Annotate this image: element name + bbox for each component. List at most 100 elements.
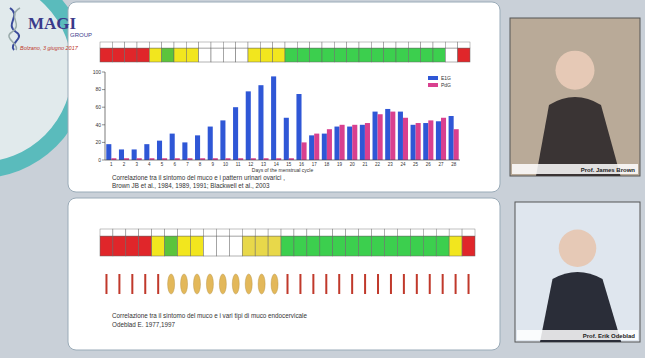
bar — [157, 141, 162, 160]
strip-cell — [255, 236, 268, 256]
x-tick-label: 22 — [375, 162, 381, 167]
strip-cell — [236, 48, 248, 62]
strip-cell — [397, 236, 410, 256]
strip-cell-top — [294, 229, 307, 236]
bar — [258, 85, 263, 160]
y-tick-label: 20 — [95, 139, 101, 145]
strip-cell-top — [281, 229, 294, 236]
y-tick-label: 0 — [98, 157, 101, 163]
bottom-panel — [68, 198, 500, 350]
bar — [373, 112, 378, 160]
strip-cell — [320, 236, 333, 256]
bar — [144, 144, 149, 160]
mucus-line — [287, 274, 289, 294]
strip-cell-top — [126, 229, 139, 236]
x-tick-label: 26 — [426, 162, 432, 167]
strip-cell-top — [211, 42, 223, 48]
strip-cell — [281, 236, 294, 256]
strip-cell — [165, 236, 178, 256]
strip-cell — [297, 48, 309, 62]
legend-label: E1G — [441, 75, 451, 81]
bar — [195, 135, 200, 160]
strip-cell-top — [137, 42, 149, 48]
bar — [309, 135, 314, 160]
strip-cell — [162, 48, 174, 62]
strip-cell — [408, 48, 420, 62]
strip-cell — [445, 48, 457, 62]
strip-cell-top — [359, 229, 372, 236]
bar — [360, 125, 365, 160]
y-tick-label: 100 — [93, 69, 102, 75]
photo-label-bg — [512, 164, 638, 174]
mucus-line — [131, 274, 133, 294]
y-tick — [102, 89, 105, 90]
mucus-line — [377, 274, 379, 294]
strip-cell-top — [384, 42, 396, 48]
mucus-line — [390, 274, 392, 294]
caption: Odeblad E. 1977,1997 — [112, 321, 176, 328]
strip-cell-top — [255, 229, 268, 236]
strip-cell-top — [397, 229, 410, 236]
strip-cell-top — [320, 229, 333, 236]
mucus-line — [338, 274, 340, 294]
mucus-line — [351, 274, 353, 294]
mucus-line — [299, 274, 301, 294]
strip-cell-top — [186, 42, 198, 48]
strip-cell-top — [297, 42, 309, 48]
photo-label-bg — [517, 330, 638, 340]
mucus-line — [105, 274, 107, 294]
strip-cell — [423, 236, 436, 256]
bar — [454, 129, 459, 160]
strip-cell-top — [359, 42, 371, 48]
bar — [340, 125, 345, 160]
strip-cell — [334, 48, 346, 62]
strip-cell-top — [174, 42, 186, 48]
strip-cell-top — [242, 229, 255, 236]
strip-cell-top — [462, 229, 475, 236]
strip-cell — [396, 48, 408, 62]
strip-cell — [211, 48, 223, 62]
strip-cell-top — [285, 42, 297, 48]
strip-cell-top — [346, 229, 359, 236]
strip-cell — [260, 48, 272, 62]
bar — [284, 118, 289, 160]
strip-cell — [113, 236, 126, 256]
strip-cell-top — [433, 42, 445, 48]
y-tick — [102, 107, 105, 108]
strip-cell-top — [334, 42, 346, 48]
strip-cell-top — [223, 42, 235, 48]
legend-swatch — [428, 76, 438, 80]
mucus-line — [157, 274, 159, 294]
logo-subtitle: GROUP — [70, 32, 92, 38]
mucus-blob — [245, 274, 252, 294]
strip-cell — [322, 48, 334, 62]
mucus-blob — [232, 274, 239, 294]
strip-cell-top — [436, 229, 449, 236]
bar — [449, 116, 454, 160]
strip-cell — [203, 236, 216, 256]
mucus-line — [118, 274, 120, 294]
bar — [170, 134, 175, 160]
strip-cell — [100, 48, 112, 62]
y-tick-label: 60 — [95, 104, 101, 110]
mucus-blob — [193, 274, 200, 294]
strip-cell-top — [100, 229, 113, 236]
strip-cell — [384, 236, 397, 256]
mucus-line — [442, 274, 444, 294]
mucus-line — [325, 274, 327, 294]
y-tick-label: 80 — [95, 86, 101, 92]
strip-cell — [174, 48, 186, 62]
strip-cell-top — [149, 42, 161, 48]
x-tick-label: 28 — [451, 162, 457, 167]
strip-cell — [384, 48, 396, 62]
strip-cell — [229, 236, 242, 256]
strip-cell-top — [100, 42, 112, 48]
bar — [365, 123, 370, 160]
strip-cell — [199, 48, 211, 62]
bar — [322, 134, 327, 160]
bar — [302, 142, 307, 160]
strip-cell-top — [112, 42, 124, 48]
strip-cell-top — [372, 229, 385, 236]
strip-cell-top — [260, 42, 272, 48]
photo: Prof. Erik Odeblad — [515, 202, 640, 342]
